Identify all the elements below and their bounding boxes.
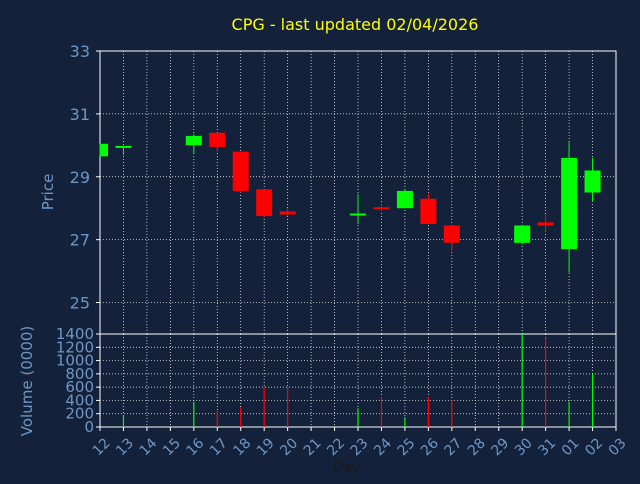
candle [256,189,273,218]
candle [279,208,296,217]
x-tick-label: 18 [230,435,254,459]
x-tick-label: 14 [137,435,161,459]
candle [99,143,108,157]
candle [514,225,531,245]
candle [350,194,366,224]
x-tick-label: 21 [301,435,325,459]
volume-tick-label: 800 [65,365,94,383]
price-tick-label: 31 [70,105,90,124]
x-tick-label: 25 [395,435,419,459]
x-tick-label: 03 [606,435,630,459]
x-tick-label: 02 [582,435,606,459]
price-panel: 25 27 29 31 33 [70,42,617,335]
candle-body [537,222,554,226]
price-axis-label: Price [39,174,57,211]
candle [115,145,132,155]
x-tick-label: 01 [559,435,583,459]
x-tick-label: 30 [512,435,536,459]
x-tick-label: 26 [418,435,442,459]
x-tick-label: 28 [465,435,489,459]
candle-body [209,132,226,147]
candle-body [279,211,296,215]
x-tick-label: 23 [348,435,372,459]
volume-tick-label: 0 [84,418,94,436]
candle [185,134,202,154]
x-tick-label: 22 [324,435,348,459]
x-tick-label: 20 [277,435,301,459]
candle-body [396,190,413,209]
candle-body [115,145,132,148]
candle [561,142,578,273]
candle-body [256,189,273,217]
volume-tick-label: 600 [65,378,94,396]
x-tick-label: 12 [90,435,114,459]
x-tick-label: 16 [184,435,208,459]
candle [584,157,601,202]
candle-body [232,151,249,191]
candle [443,225,460,251]
chart-title: CPG - last updated 02/04/2026 [232,15,479,34]
x-tick-label: 27 [442,435,466,459]
volume-axis-label: Volume (0000) [18,326,36,436]
candle-body [100,143,108,157]
candle-body [350,213,366,216]
volume-tick-label: 400 [65,391,94,409]
candle [209,132,226,152]
x-tick-label: 17 [207,435,231,459]
x-tick-label: 29 [488,435,512,459]
candle-body [443,225,460,243]
candle-body [185,135,202,146]
x-tick-label: 24 [371,435,395,459]
price-tick-label: 25 [70,294,90,313]
price-tick-label: 29 [70,168,90,187]
candle [396,189,413,209]
volume-tick-label: 200 [65,405,94,423]
candle-body [514,225,531,243]
x-tick-label: 31 [535,435,559,459]
volume-tick-label: 1000 [56,352,94,370]
candle [232,151,249,193]
candle-body [373,207,390,210]
x-tick-label: 19 [254,435,278,459]
x-tick-label: 15 [160,435,184,459]
x-axis-label: Day [333,460,361,476]
candle-body [420,198,437,224]
candle-body [584,170,601,193]
volume-tick-label: 1200 [56,338,94,356]
candle-body [561,157,578,250]
volume-tick-label: 1400 [56,325,94,343]
x-axis: 12 13 14 15 16 17 18 19 20 21 22 23 24 25 26 27 28 29 30 31… [90,427,630,459]
candle [420,194,437,224]
price-tick-label: 27 [70,231,90,250]
x-tick-label: 13 [113,435,137,459]
candle [373,203,390,212]
candle [537,214,554,232]
price-tick-label: 33 [70,42,90,61]
